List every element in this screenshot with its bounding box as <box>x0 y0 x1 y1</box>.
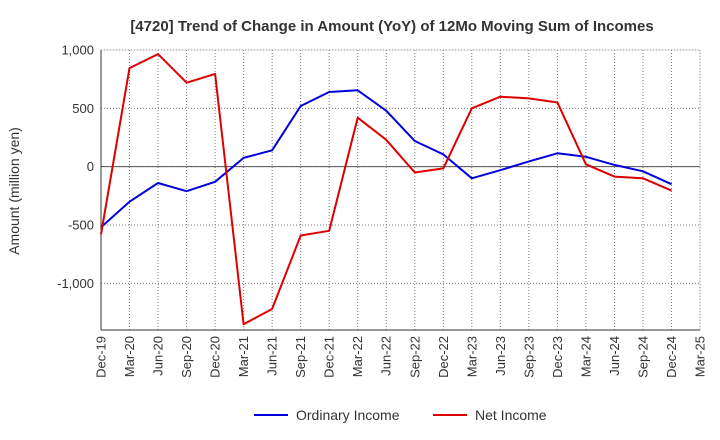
x-tick-label: Jun-24 <box>607 336 622 376</box>
y-axis-label: Amount (million yen) <box>6 127 22 255</box>
legend-item-ordinary-income: Ordinary Income <box>254 407 400 423</box>
x-tick-label: Dec-21 <box>322 336 337 378</box>
x-tick-label: Sep-20 <box>179 336 194 378</box>
y-tick-label: -1,000 <box>57 276 94 291</box>
x-tick-label: Jun-22 <box>379 336 394 376</box>
x-tick-label: Sep-22 <box>407 336 422 378</box>
y-tick-label: -500 <box>68 218 94 233</box>
series-layer <box>100 53 672 326</box>
x-tick-label: Dec-20 <box>208 336 223 378</box>
x-tick-label: Jun-20 <box>151 336 166 376</box>
x-tick-label: Mar-24 <box>578 336 593 377</box>
x-tick-label: Dec-22 <box>436 336 451 378</box>
x-tick-label: Dec-23 <box>550 336 565 378</box>
x-tick-label: Mar-20 <box>122 336 137 377</box>
x-tick-label: Mar-22 <box>350 336 365 377</box>
x-tick-label: Jun-23 <box>493 336 508 376</box>
legend-label: Ordinary Income <box>296 407 400 423</box>
y-tick-label: 500 <box>72 101 94 116</box>
x-tick-label: Mar-25 <box>693 336 708 377</box>
y-tick-label: 1,000 <box>61 43 94 58</box>
axes: 1,000 500 0 -500 -1,000 Dec-19 Mar-20 Jun-20 Sep… <box>57 43 707 378</box>
x-tick-label: Mar-21 <box>236 336 251 377</box>
x-tick-label: Mar-23 <box>464 336 479 377</box>
x-tick-label: Sep-21 <box>293 336 308 378</box>
x-tick-label: Sep-24 <box>635 336 650 378</box>
legend-label: Net Income <box>475 407 547 423</box>
x-tick-label: Jun-21 <box>265 336 280 376</box>
x-tick-label: Sep-23 <box>521 336 536 378</box>
series-line-net-income <box>100 53 672 326</box>
y-tick-label: 0 <box>87 159 94 174</box>
x-tick-label: Dec-19 <box>94 336 109 378</box>
legend: Ordinary Income Net Income <box>254 407 547 423</box>
series-line-ordinary-income <box>100 89 672 229</box>
chart-title: [4720] Trend of Change in Amount (YoY) o… <box>130 18 653 35</box>
x-tick-label: Dec-24 <box>664 336 679 378</box>
legend-item-net-income: Net Income <box>433 407 547 423</box>
